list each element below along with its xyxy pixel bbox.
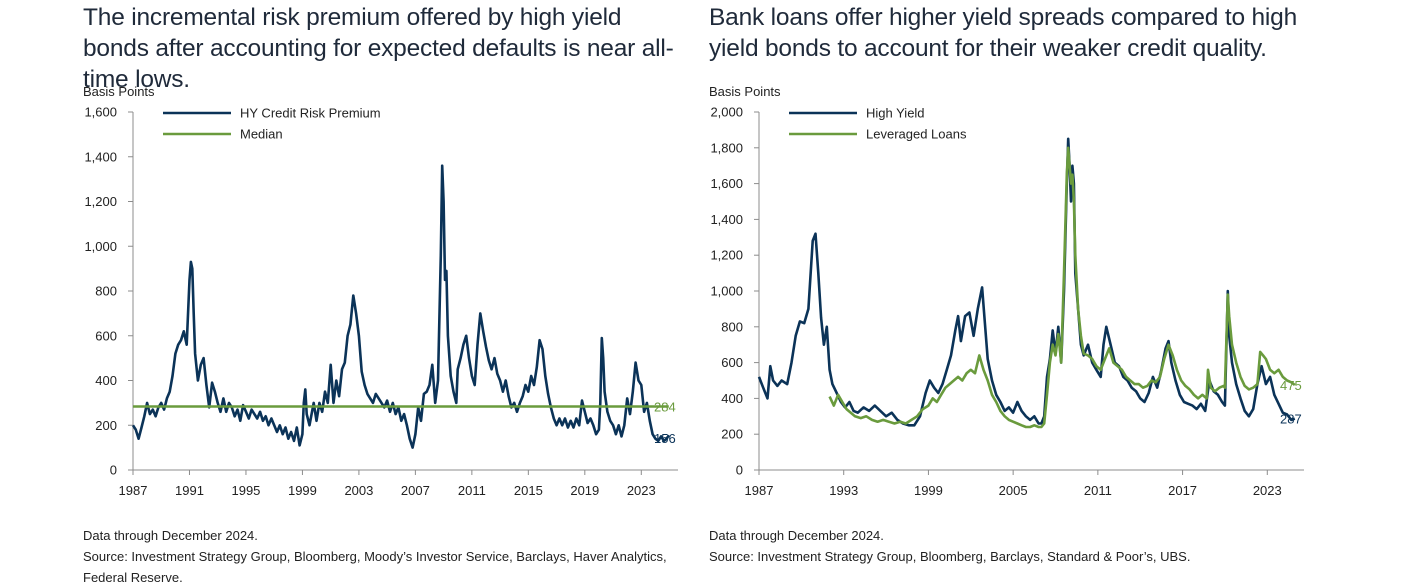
left-y-tick-label: 1,000 — [84, 239, 117, 254]
right-series-line-leveraged-loans — [828, 146, 1296, 429]
left-y-tick-label: 1,400 — [84, 149, 117, 164]
left-source-note: Source: Investment Strategy Group, Bloom… — [83, 549, 667, 585]
left-chart-headline: The incremental risk premium offered by … — [83, 4, 674, 93]
right-legend-label: High Yield — [866, 106, 925, 121]
left-y-tick-label: 1,600 — [84, 105, 117, 120]
right-end-label-high-yield: 287 — [1280, 412, 1302, 427]
left-end-label-hy-credit-risk-premium: 156 — [654, 431, 676, 446]
left-x-tick-label: 1987 — [119, 483, 148, 498]
left-legend-label: Median — [240, 127, 283, 142]
left-legend-label: HY Credit Risk Premium — [240, 106, 381, 121]
left-chart-panel: The incremental risk premium offered by … — [0, 0, 700, 585]
left-x-tick-label: 2023 — [627, 483, 656, 498]
right-y-tick-label: 200 — [721, 427, 743, 442]
right-y-tick-label: 0 — [736, 463, 743, 478]
left-x-tick-label: 2003 — [344, 483, 373, 498]
right-x-tick-label: 2023 — [1253, 483, 1282, 498]
left-y-unit-label: Basis Points — [83, 84, 155, 99]
left-y-tick-label: 0 — [110, 463, 117, 478]
right-y-tick-label: 1,200 — [710, 248, 743, 263]
right-x-tick-label: 2011 — [1084, 483, 1112, 498]
left-x-tick-label: 1995 — [231, 483, 260, 498]
right-chart-notes: Data through December 2024. Source: Inve… — [709, 525, 1309, 567]
right-y-tick-label: 2,000 — [710, 105, 743, 120]
right-x-tick-label: 2017 — [1168, 483, 1197, 498]
left-chart: Basis Points 0 200 400 600 800 1,000 1,200 1,400… — [83, 84, 678, 498]
right-y-tick-label: 1,800 — [710, 140, 743, 155]
left-y-tick-label: 200 — [95, 418, 117, 433]
right-x-tick-label: 2005 — [999, 483, 1028, 498]
right-y-tick-label: 600 — [721, 355, 743, 370]
left-data-note: Data through December 2024. — [83, 528, 258, 543]
right-chart-headline: Bank loans offer higher yield spreads co… — [709, 4, 1298, 62]
right-data-note: Data through December 2024. — [709, 528, 884, 543]
left-y-tick-label: 400 — [95, 373, 117, 388]
left-y-tick-label: 600 — [95, 328, 117, 343]
left-chart-notes: Data through December 2024. Source: Inve… — [83, 525, 683, 588]
right-series-line-high-yield — [757, 137, 1296, 427]
right-y-unit-label: Basis Points — [709, 84, 781, 99]
left-x-tick-label: 2011 — [458, 483, 486, 498]
right-y-tick-label: 400 — [721, 391, 743, 406]
right-source-note: Source: Investment Strategy Group, Bloom… — [709, 549, 1191, 564]
left-x-tick-label: 1991 — [175, 483, 204, 498]
right-x-tick-label: 1993 — [829, 483, 858, 498]
left-end-label-median: 284 — [654, 399, 676, 414]
left-x-tick-label: 2015 — [514, 483, 543, 498]
right-y-tick-label: 1,600 — [710, 176, 743, 191]
right-x-tick-label: 1987 — [745, 483, 774, 498]
right-y-tick-label: 1,400 — [710, 212, 743, 227]
right-chart: Basis Points 0 200 400 600 800 1,000 1,200 1,400… — [709, 84, 1304, 498]
right-chart-panel: Bank loans offer higher yield spreads co… — [700, 0, 1401, 585]
right-end-label-leveraged-loans: 475 — [1280, 378, 1302, 393]
left-y-tick-label: 1,200 — [84, 194, 117, 209]
left-y-tick-label: 800 — [95, 284, 117, 299]
right-y-tick-label: 800 — [721, 319, 743, 334]
left-x-tick-label: 1999 — [288, 483, 317, 498]
right-y-tick-label: 1,000 — [710, 284, 743, 299]
right-x-tick-label: 1999 — [914, 483, 943, 498]
left-x-tick-label: 2019 — [570, 483, 599, 498]
left-x-tick-label: 2007 — [401, 483, 430, 498]
left-series-line-hy-credit-risk-premium — [131, 164, 670, 449]
right-legend-label: Leveraged Loans — [866, 127, 967, 142]
